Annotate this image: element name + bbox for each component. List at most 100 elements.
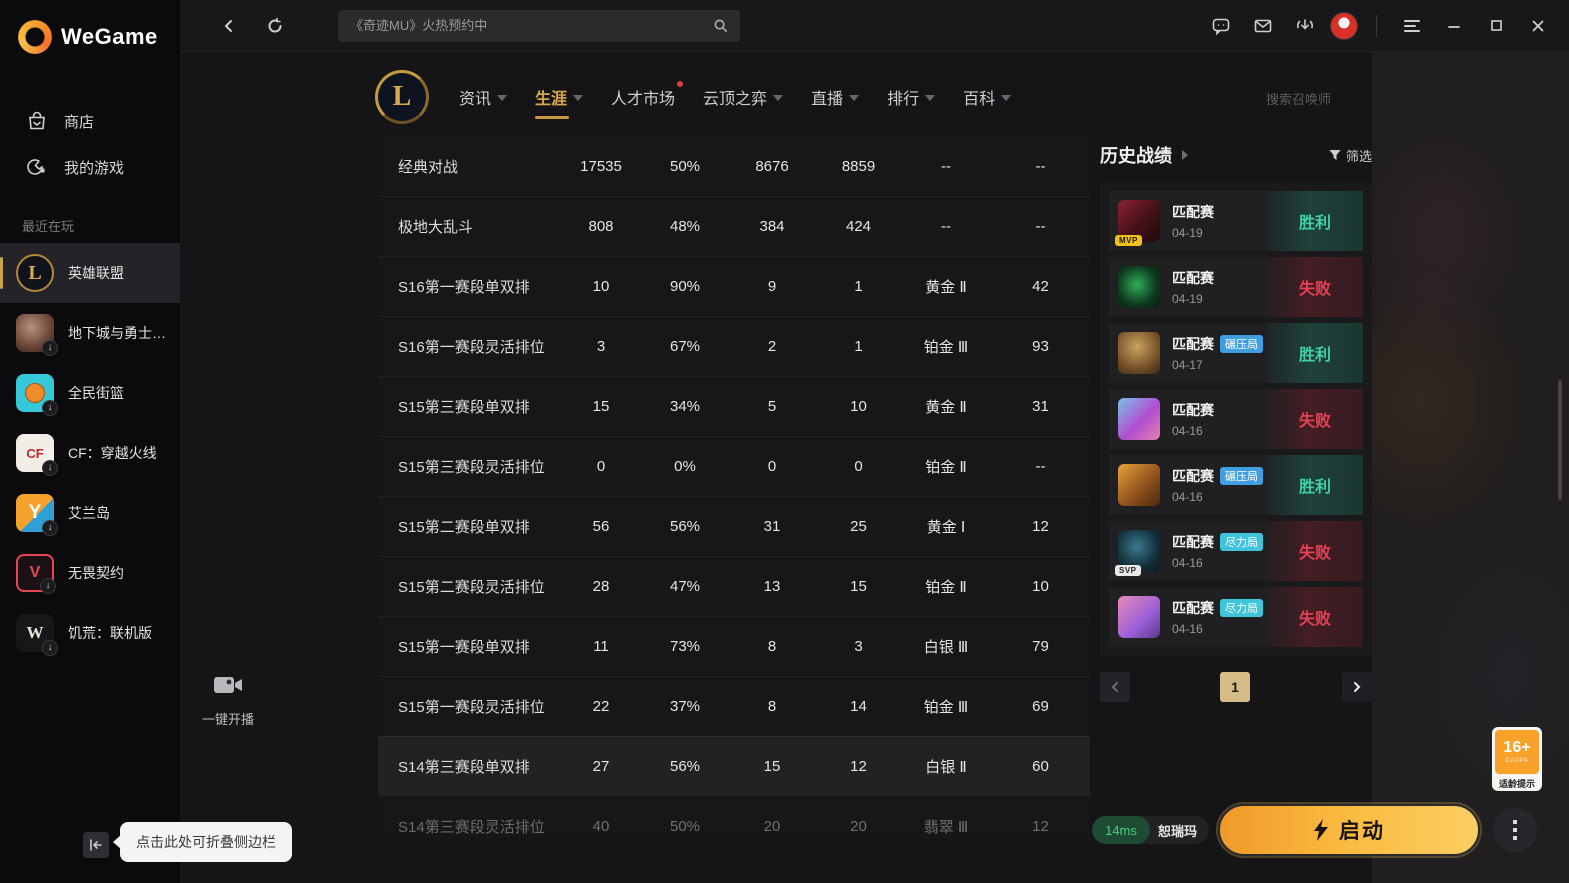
table-row[interactable]: S15第二赛段单双排 56 56% 31 25 黄金 Ⅰ 12 <box>378 496 1090 556</box>
mode-name: S15第三赛段灵活排位 <box>398 459 545 476</box>
table-row[interactable]: S15第二赛段灵活排位 28 47% 13 15 铂金 Ⅱ 10 <box>378 556 1090 616</box>
scrollbar-thumb[interactable] <box>1558 380 1562 500</box>
chevron-down-icon <box>1001 95 1012 101</box>
crossfire-game-icon: CF ↓ <box>16 434 58 476</box>
server-selector[interactable]: 14ms 恕瑞玛 <box>1092 816 1210 844</box>
table-row[interactable]: S15第一赛段灵活排位 22 37% 8 14 铂金 Ⅲ 69 <box>378 676 1090 736</box>
lightning-bolt-icon <box>1314 819 1328 841</box>
table-row[interactable]: S14第三赛段灵活排位 40 50% 20 20 翡翠 Ⅲ 12 <box>378 796 1090 838</box>
tab-tft[interactable]: 云顶之弈 <box>703 85 784 109</box>
collapse-sidebar-button[interactable] <box>83 832 109 858</box>
refresh-button[interactable] <box>258 9 292 43</box>
sidebar-game-valorant[interactable]: V ↓ 无畏契约 <box>0 543 180 603</box>
page-number[interactable]: 1 <box>1220 672 1250 702</box>
launch-button[interactable]: 启动 <box>1218 804 1480 856</box>
match-item[interactable]: 匹配赛 04-16 失败 <box>1109 389 1363 449</box>
summoner-search-box[interactable] <box>1258 86 1442 112</box>
global-search-input[interactable] <box>350 18 713 33</box>
history-pagination: 1 <box>1100 672 1372 702</box>
main-content: L 资讯 生涯 人才市场 云顶之弈 直播 排行 百科 经典对战1753550%8… <box>180 52 1569 883</box>
match-item[interactable]: 匹配赛 碾压局 04-17 胜利 <box>1109 323 1363 383</box>
match-result: 失败 <box>1267 257 1363 317</box>
mode-name: S15第三赛段单双排 <box>398 399 530 416</box>
sidebar-item-my-games[interactable]: 我的游戏 <box>0 144 180 190</box>
match-item[interactable]: SVP 匹配赛 尽力局 04-16 失败 <box>1109 521 1363 581</box>
table-row[interactable]: S16第一赛段单双排 10 90% 9 1 黄金 Ⅱ 42 <box>378 256 1090 316</box>
sidebar-item-store[interactable]: 商店 <box>0 98 180 144</box>
refresh-icon <box>268 17 282 32</box>
mail-button[interactable] <box>1246 9 1280 43</box>
wegame-logo[interactable]: WeGame <box>0 0 180 54</box>
table-row[interactable]: S15第一赛段单双排 11 73% 8 3 白银 Ⅲ 79 <box>378 616 1090 676</box>
search-icon[interactable] <box>713 18 728 33</box>
store-label: 商店 <box>64 113 95 131</box>
menu-button[interactable] <box>1395 9 1429 43</box>
crush-game-badge: 碾压局 <box>1220 467 1263 485</box>
table-row[interactable]: S15第三赛段灵活排位 0 0% 0 0 铂金 Ⅱ -- <box>378 436 1090 496</box>
career-stats-table: 经典对战 17535 50% 8676 8859 -- -- 极地大乱斗 808 48% 384 4… <box>378 136 1090 838</box>
maximize-icon <box>1490 20 1502 31</box>
mode-name: S15第一赛段单双排 <box>398 639 530 656</box>
match-history-panel: 历史战绩 筛选 MVP 匹配赛 04-19 胜利 匹配赛 04-19 失败 <box>1100 142 1372 702</box>
age-rating-badge[interactable]: 16+ CADPA 适龄提示 <box>1492 727 1542 791</box>
collapse-left-icon <box>90 839 102 851</box>
tab-wiki[interactable]: 百科 <box>963 85 1012 109</box>
table-row[interactable]: S15第三赛段单双排 15 34% 5 10 黄金 Ⅱ 31 <box>378 376 1090 436</box>
lol-nav: L 资讯 生涯 人才市场 云顶之弈 直播 排行 百科 <box>375 60 1012 134</box>
sidebar-game-crossfire[interactable]: CF ↓ CF：穿越火线 <box>0 423 180 483</box>
chevron-down-icon <box>925 95 936 101</box>
sidebar-game-streetball[interactable]: ↓ 全民街篮 <box>0 363 180 423</box>
user-avatar[interactable] <box>1330 11 1358 40</box>
tab-career[interactable]: 生涯 <box>535 85 584 119</box>
arrow-right-icon[interactable] <box>1182 150 1188 160</box>
lol-logo-icon[interactable]: L <box>375 70 429 124</box>
chevron-down-icon <box>849 95 860 101</box>
table-row-highlighted[interactable]: S14第三赛段单双排 27 56% 15 12 白银 Ⅱ 60 <box>378 736 1090 796</box>
summoner-search-input[interactable] <box>1266 91 1442 107</box>
filter-button[interactable]: 筛选 <box>1329 146 1372 165</box>
my-games-icon <box>27 159 45 175</box>
tab-news[interactable]: 资讯 <box>459 85 508 109</box>
history-title: 历史战绩 <box>1100 146 1172 166</box>
sidebar-game-dont-starve[interactable]: W ↓ 饥荒：联机版 <box>0 603 180 663</box>
champion-avatar <box>1118 464 1160 506</box>
download-badge-icon: ↓ <box>42 520 58 536</box>
one-key-broadcast-button[interactable]: 一键开播 <box>188 674 268 728</box>
match-item[interactable]: 匹配赛 碾压局 04-16 胜利 <box>1109 455 1363 515</box>
mail-icon <box>1254 19 1272 32</box>
table-row[interactable]: 极地大乱斗 808 48% 384 424 -- -- <box>378 196 1090 256</box>
match-result: 胜利 <box>1267 455 1363 515</box>
maximize-button[interactable] <box>1479 9 1513 43</box>
champion-avatar <box>1118 266 1160 308</box>
champion-avatar <box>1118 398 1160 440</box>
mode-name: S14第三赛段单双排 <box>398 759 530 776</box>
more-options-button[interactable] <box>1493 808 1537 852</box>
close-icon <box>1532 20 1544 31</box>
table-row[interactable]: S16第一赛段灵活排位 3 67% 2 1 铂金 Ⅲ 93 <box>378 316 1090 376</box>
match-result: 失败 <box>1267 587 1363 647</box>
sidebar-game-dnf[interactable]: ↓ 地下城与勇士：… <box>0 303 180 363</box>
table-row[interactable]: 经典对战 17535 50% 8676 8859 -- -- <box>378 136 1090 196</box>
next-page-button[interactable] <box>1342 672 1372 702</box>
chat-button[interactable] <box>1204 9 1238 43</box>
tab-live[interactable]: 直播 <box>811 85 860 109</box>
sidebar-game-lol[interactable]: L 英雄联盟 <box>0 243 180 303</box>
downloads-button[interactable] <box>1288 9 1322 43</box>
match-item[interactable]: 匹配赛 尽力局 04-16 失败 <box>1109 587 1363 647</box>
server-name: 恕瑞玛 <box>1158 823 1198 839</box>
download-icon <box>1297 18 1313 30</box>
download-badge-icon: ↓ <box>42 400 58 416</box>
global-search-box[interactable] <box>338 9 740 42</box>
back-button[interactable] <box>212 9 246 43</box>
chat-icon <box>1212 18 1230 35</box>
match-item[interactable]: MVP 匹配赛 04-19 胜利 <box>1109 191 1363 251</box>
tab-talent-market[interactable]: 人才市场 <box>611 81 684 109</box>
minimize-button[interactable] <box>1437 9 1471 43</box>
tab-ranking[interactable]: 排行 <box>887 85 936 109</box>
close-button[interactable] <box>1521 9 1555 43</box>
titlebar <box>180 0 1569 52</box>
match-item[interactable]: 匹配赛 04-19 失败 <box>1109 257 1363 317</box>
dont-starve-game-icon: W ↓ <box>16 614 58 656</box>
sidebar-game-ylands[interactable]: Y ↓ 艾兰岛 <box>0 483 180 543</box>
prev-page-button[interactable] <box>1100 672 1130 702</box>
